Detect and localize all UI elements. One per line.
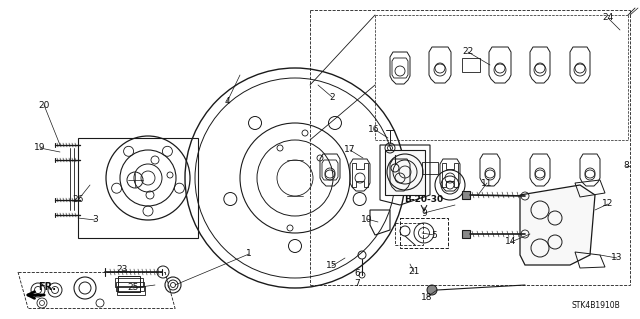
Text: 1: 1 [246,249,252,258]
Bar [400,218,448,248]
Text: 2: 2 [329,93,335,101]
Text: 20: 20 [38,100,50,109]
Bar [117,286,145,295]
Text: 6: 6 [354,270,360,278]
Text: 25: 25 [127,284,139,293]
Bar [462,58,480,72]
Text: 5: 5 [431,231,437,240]
Text: 23: 23 [116,265,128,275]
Text: 16: 16 [368,124,380,133]
Bar [422,162,438,174]
Text: B-20-30: B-20-30 [404,196,444,204]
Text: 9: 9 [421,209,427,218]
Bar [462,230,470,238]
Polygon shape [520,185,595,265]
Text: 17: 17 [344,145,356,154]
Bar [116,282,144,291]
Text: 18: 18 [421,293,433,301]
Bar [78,138,198,238]
Text: 8: 8 [623,161,629,170]
Text: 3: 3 [92,216,98,225]
Text: 12: 12 [602,199,614,209]
Bar [118,276,140,292]
Circle shape [427,285,437,295]
Text: 26: 26 [72,196,84,204]
Text: 13: 13 [611,254,623,263]
Bar [462,191,470,199]
Text: 21: 21 [408,268,420,277]
Bar [395,223,423,245]
Text: 24: 24 [602,13,614,23]
Text: 11: 11 [481,179,493,188]
Text: 19: 19 [35,144,45,152]
Text: 4: 4 [224,98,230,107]
Text: STK4B1910B: STK4B1910B [572,301,620,310]
Bar [115,278,143,287]
Text: FR.: FR. [38,282,56,292]
Text: 10: 10 [361,214,372,224]
Text: 14: 14 [506,238,516,247]
Bar [385,150,425,195]
Text: 15: 15 [326,262,338,271]
Text: 22: 22 [462,48,474,56]
Text: 7: 7 [354,278,360,287]
